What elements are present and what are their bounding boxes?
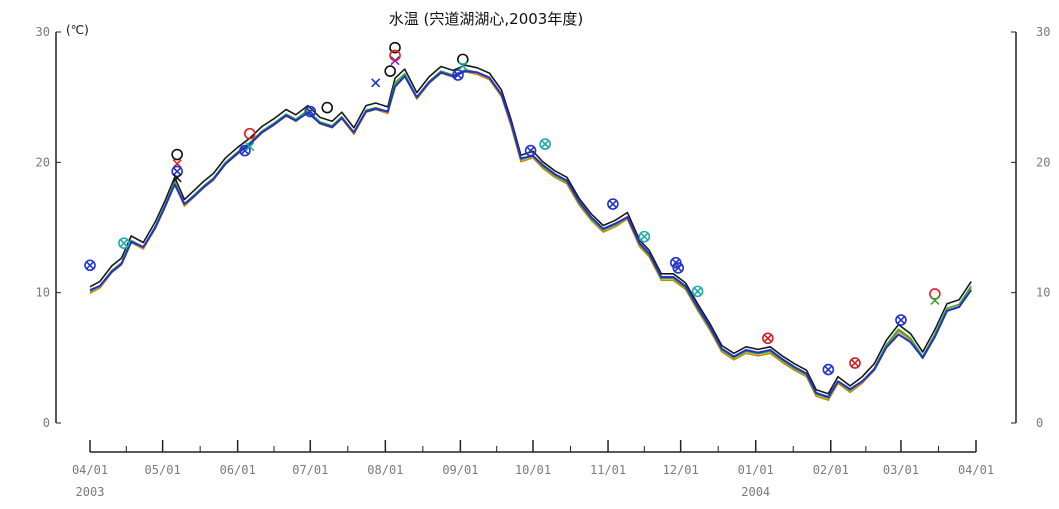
observation-marker <box>929 288 941 300</box>
marker-layer <box>84 41 941 376</box>
observation-marker <box>849 357 861 369</box>
y-tick-label-left: 20 <box>36 155 50 169</box>
x-year-label: 2004 <box>741 485 770 499</box>
observation-marker <box>456 53 469 66</box>
observation-marker <box>84 259 96 272</box>
observation-marker <box>172 159 182 169</box>
observation-marker <box>524 144 537 157</box>
x-tick-label: 12/01 <box>663 463 699 477</box>
x-tick-label: 10/01 <box>515 463 551 477</box>
observation-marker <box>539 138 551 150</box>
observation-marker <box>321 101 334 114</box>
x-year-label: 2003 <box>76 485 105 499</box>
x-tick-label: 03/01 <box>883 463 919 477</box>
observation-marker <box>822 363 835 376</box>
observation-marker <box>458 61 468 71</box>
y-tick-label-right: 0 <box>1036 416 1043 430</box>
observation-marker <box>607 198 619 210</box>
observation-marker <box>638 230 651 243</box>
series-line-0 <box>89 64 972 395</box>
y-tick-label-left: 30 <box>36 25 50 39</box>
y-tick-label-left: 0 <box>43 416 50 430</box>
observation-marker <box>172 173 182 183</box>
x-tick-label: 07/01 <box>292 463 328 477</box>
y-tick-label-right: 10 <box>1036 286 1050 300</box>
chart-title: 水温 (宍道湖湖心,2003年度) <box>389 10 583 28</box>
x-tick-label: 08/01 <box>367 463 403 477</box>
y-tick-label-right: 20 <box>1036 155 1050 169</box>
x-tick-label: 01/01 <box>738 463 774 477</box>
observation-marker <box>118 237 130 249</box>
observation-marker <box>171 165 183 178</box>
y-tick-label-left: 10 <box>36 286 50 300</box>
observation-marker <box>389 41 401 54</box>
y-axis-unit: (℃) <box>66 23 89 37</box>
observation-marker <box>171 148 183 161</box>
x-tick-label: 11/01 <box>590 463 626 477</box>
observation-marker <box>243 127 256 140</box>
series-line-1 <box>89 71 972 402</box>
observation-marker <box>672 262 685 274</box>
observation-marker <box>452 69 464 81</box>
series-line-3 <box>89 70 973 398</box>
y-axis-ticks: 0 10 20 30 0 10 20 30 <box>36 25 1051 430</box>
observation-marker <box>245 142 255 152</box>
observation-marker <box>384 65 396 77</box>
observation-marker <box>762 332 774 345</box>
x-tick-label: 04/01 <box>72 463 108 477</box>
x-tick-label: 04/01 <box>958 463 994 477</box>
observation-marker <box>895 314 907 326</box>
observation-marker <box>371 78 381 88</box>
y-tick-label-right: 30 <box>1036 25 1050 39</box>
observation-marker <box>930 295 940 306</box>
observation-marker <box>390 56 400 66</box>
series-layer <box>89 64 973 402</box>
observation-marker <box>691 285 704 298</box>
x-axis-ticks: 04/01 05/01 06/01 07/01 08/01 09/01 10/01 11/01… <box>72 440 994 499</box>
x-tick-label: 02/01 <box>813 463 849 477</box>
x-tick-label: 05/01 <box>145 463 181 477</box>
series-line-2 <box>89 69 972 400</box>
observation-marker <box>304 105 317 118</box>
x-tick-label: 06/01 <box>220 463 256 477</box>
x-tick-label: 09/01 <box>442 463 478 477</box>
